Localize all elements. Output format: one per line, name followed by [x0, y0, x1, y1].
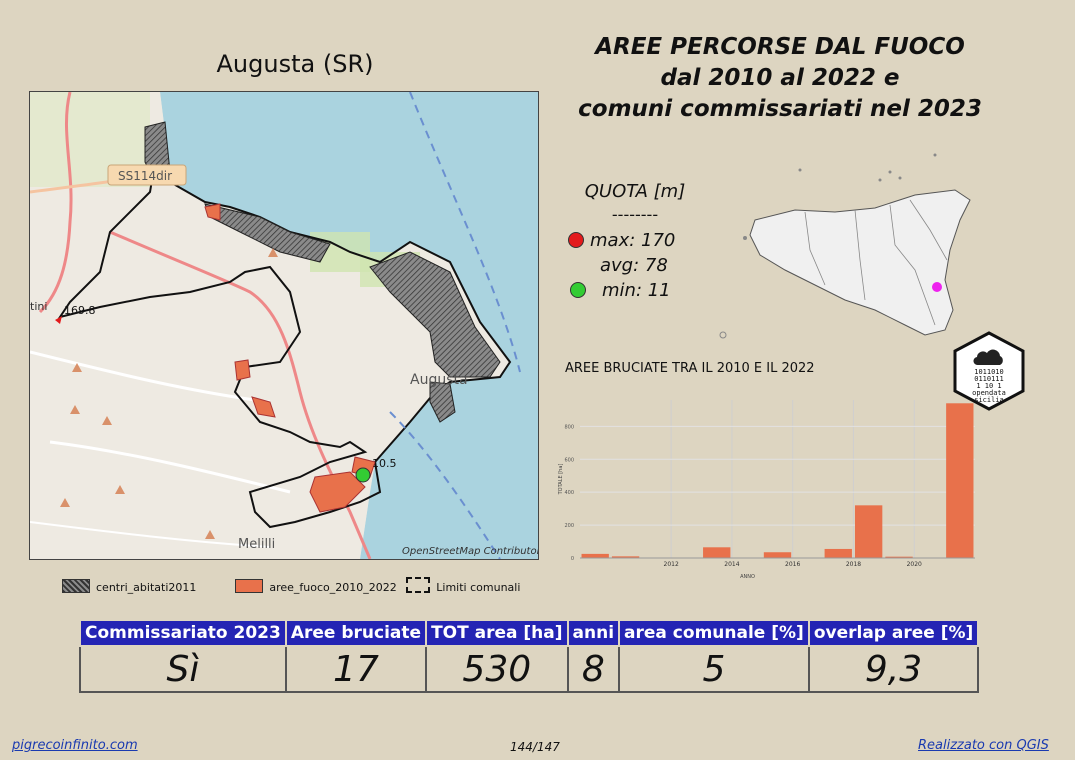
municipal-boundary [57, 131, 512, 529]
road-red-2 [109, 230, 372, 559]
map-legend: centri_abitati2011 aree_fuoco_2010_2022 … [62, 577, 520, 594]
y-tick-label: 800 [564, 424, 574, 430]
stats-value: 17 [284, 645, 428, 693]
x-axis-label: ANNO [740, 574, 755, 580]
road-red [38, 92, 73, 314]
stats-header: TOT area [ha] [425, 619, 569, 647]
chart-title: AREE BRUCIATE TRA IL 2010 E IL 2022 [565, 361, 815, 376]
quota-title: QUOTA [m] [584, 181, 686, 202]
min-label: 10.5 [372, 457, 397, 470]
x-tick-label: 2020 [907, 561, 922, 568]
legend-abitati: centri_abitati2011 [96, 581, 197, 594]
opendata-sicilia-logo: 1011010 0110111 1 10 1 opendata sicilia [953, 331, 1025, 411]
abitati-swatch-icon [62, 579, 90, 593]
main-title-line3: comuni commissariati nel 2023 [578, 96, 982, 122]
bar [581, 553, 609, 558]
quota-min-row: min: 11 [570, 280, 671, 301]
boundary-swatch-icon [406, 577, 431, 593]
stats-value: 8 [566, 645, 621, 693]
quota-max-row: max: 170 [568, 230, 675, 251]
stats-value: 530 [425, 645, 569, 693]
quota-min: min: 11 [602, 280, 671, 301]
bar [611, 556, 640, 558]
bar [854, 505, 883, 558]
min-dot-icon [570, 282, 586, 298]
x-tick-label: 2014 [724, 561, 739, 568]
svg-text:1 10 1: 1 10 1 [976, 382, 1001, 390]
cloud-icon [973, 349, 1003, 366]
map-view[interactable]: SS114dir Augusta Melilli tini 169.8 10.5… [29, 91, 539, 560]
y-axis-label: TOTALE [ha] [558, 464, 564, 496]
svg-text:0110111: 0110111 [974, 375, 1004, 383]
quota-max: max: 170 [590, 230, 676, 251]
fire-swatch-icon [235, 579, 264, 593]
augusta-location-icon [932, 282, 942, 292]
quota-separator: -------- [611, 205, 659, 224]
bar [824, 548, 852, 558]
y-tick-label: 0 [571, 556, 574, 562]
bar [703, 547, 731, 558]
svg-text:1011010: 1011010 [974, 368, 1004, 376]
stats-header: Commissariato 2023 [79, 619, 287, 647]
stats-value: 9,3 [807, 645, 980, 693]
min-marker [355, 467, 371, 483]
y-tick-label: 400 [564, 490, 574, 496]
map-title: Augusta (SR) [216, 50, 374, 78]
svg-text:sicilia: sicilia [974, 396, 1004, 404]
stats-value: 5 [618, 645, 810, 693]
stats-value-row: Sì 17 530 8 5 9,3 [79, 645, 980, 693]
bar [885, 556, 913, 558]
svg-text:opendata: opendata [972, 389, 1006, 397]
main-title-line1: AREE PERCORSE DAL FUOCO [595, 34, 965, 60]
bar [946, 403, 974, 558]
footer-qgis-link[interactable]: Realizzato con QGIS [918, 738, 1049, 753]
sicily-inset-map [719, 153, 971, 339]
land-area [30, 92, 510, 559]
main-title-line2: dal 2010 al 2022 e [660, 65, 900, 91]
main-title: AREE PERCORSE DAL FUOCO dal 2010 al 2022… [560, 32, 1000, 125]
fire-area [309, 471, 366, 513]
x-tick-label: 2018 [846, 561, 861, 568]
stats-header: Aree bruciate [284, 619, 428, 647]
left-label: tini [30, 300, 47, 313]
sea-area [160, 92, 538, 559]
road-label: SS114dir [118, 169, 172, 183]
max-dot-icon [568, 232, 584, 248]
town-label: Augusta [410, 372, 468, 388]
x-tick-label: 2016 [785, 561, 800, 568]
map-attribution: OpenStreetMap Contributor [402, 546, 538, 557]
y-tick-label: 200 [564, 523, 574, 529]
stats-value: Sì [79, 645, 287, 693]
y-tick-label: 600 [564, 457, 574, 463]
stats-table: Commissariato 2023 Aree bruciate TOT are… [79, 619, 980, 693]
burned-area-chart: 0 200 400 600 800 2012 2014 2016 2018 2020 ANNO TOT… [558, 400, 975, 580]
max-label: 169.8 [64, 304, 96, 317]
quota-avg: avg: 78 [600, 255, 668, 276]
town-label-2: Melilli [238, 537, 275, 552]
footer-site-link[interactable]: pigrecoinfinito.com [12, 738, 138, 753]
legend-limiti: Limiti comunali [436, 581, 521, 594]
legend-fuoco: aree_fuoco_2010_2022 [269, 581, 397, 594]
page-number: 144/147 [510, 740, 560, 754]
stats-header: anni [566, 619, 621, 647]
stats-header: area comunale [%] [618, 619, 810, 647]
stats-header-row: Commissariato 2023 Aree bruciate TOT are… [79, 619, 980, 647]
x-tick-label: 2012 [664, 561, 679, 568]
map-svg: SS114dir Augusta Melilli tini 169.8 10.5… [30, 92, 538, 559]
stats-header: overlap aree [%] [807, 619, 980, 647]
bar [763, 552, 792, 558]
